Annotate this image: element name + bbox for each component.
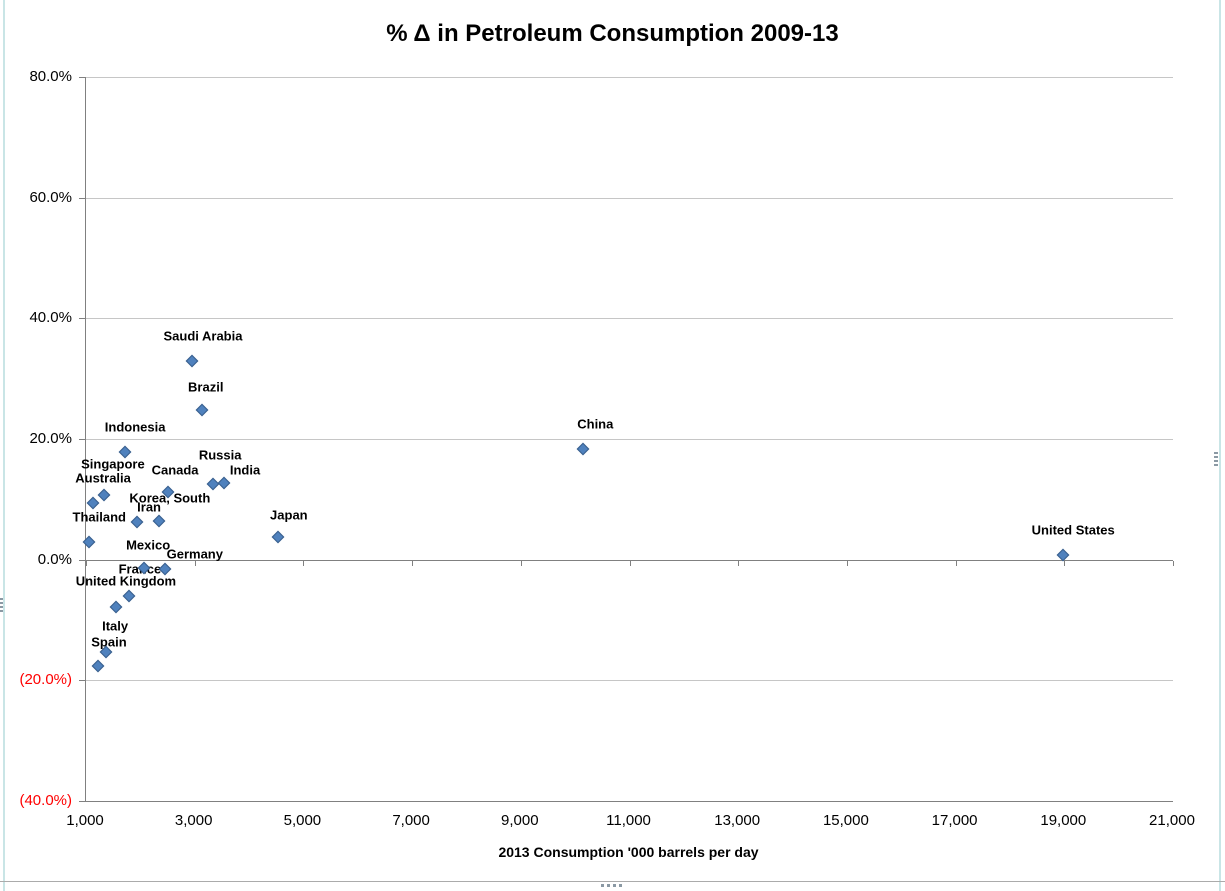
x-tick-label: 19,000 bbox=[1040, 812, 1087, 829]
y-tick-label: (40.0%) bbox=[19, 792, 72, 809]
data-label-canada: Canada bbox=[151, 462, 199, 478]
y-axis-tick bbox=[79, 77, 86, 78]
x-axis-tick bbox=[412, 560, 414, 566]
x-tick-label: 5,000 bbox=[283, 812, 322, 829]
data-point-iran[interactable] bbox=[130, 515, 144, 529]
split-handle-dash bbox=[0, 598, 3, 600]
data-point-china[interactable] bbox=[576, 442, 590, 456]
page-edge-line-right bbox=[1219, 0, 1221, 891]
x-tick-label: 1,000 bbox=[66, 812, 104, 829]
split-handle-dash bbox=[0, 606, 3, 608]
x-axis-line bbox=[86, 559, 1173, 561]
y-axis-tick bbox=[79, 197, 86, 199]
x-axis-tick bbox=[1064, 560, 1066, 566]
sheet-bottom-border bbox=[0, 881, 1225, 882]
data-label-australia: Australia bbox=[75, 470, 131, 486]
data-label-mexico: Mexico bbox=[126, 537, 171, 553]
x-axis-tick bbox=[520, 560, 522, 566]
data-point-saudi-arabia[interactable] bbox=[185, 354, 199, 367]
data-label-russia: Russia bbox=[198, 447, 242, 463]
data-label-brazil: Brazil bbox=[188, 379, 224, 395]
plot-area: Thailand Australia Spain Singapore Italy Unit… bbox=[73, 77, 1174, 802]
x-axis-tick bbox=[738, 560, 740, 566]
split-handle-dash bbox=[0, 602, 3, 604]
chart-title: % Δ in Petroleum Consumption 2009-13 bbox=[386, 20, 839, 47]
data-label-thailand: Thailand bbox=[72, 509, 126, 525]
x-tick-label: 11,000 bbox=[606, 812, 651, 829]
split-handle-dash bbox=[613, 884, 616, 887]
x-axis-tick bbox=[955, 560, 957, 566]
data-label-japan: Japan bbox=[270, 507, 308, 523]
data-point-russia[interactable] bbox=[206, 477, 220, 491]
y-axis-tick bbox=[79, 801, 86, 802]
data-label-korea-south: Korea, South bbox=[129, 490, 211, 506]
data-point-france[interactable] bbox=[122, 589, 136, 603]
x-axis-tick bbox=[194, 560, 196, 566]
data-label-germany: Germany bbox=[166, 546, 223, 562]
x-axis-tick bbox=[846, 560, 848, 566]
y-axis-tick bbox=[79, 680, 86, 682]
data-point-australia[interactable] bbox=[86, 496, 100, 510]
x-tick-label: 9,000 bbox=[501, 812, 539, 829]
y-tick-label: 80.0% bbox=[29, 68, 72, 85]
data-label-china: China bbox=[577, 416, 614, 432]
x-axis-tick bbox=[303, 560, 305, 566]
x-axis-title: 2013 Consumption '000 barrels per day bbox=[498, 844, 759, 860]
y-axis-tick bbox=[79, 559, 86, 561]
data-label-saudi-arabia: Saudi Arabia bbox=[163, 328, 243, 344]
x-tick-label: 7,000 bbox=[392, 812, 430, 829]
y-axis-tick bbox=[79, 318, 86, 320]
data-point-brazil[interactable] bbox=[195, 403, 209, 417]
y-gridline bbox=[86, 197, 1173, 199]
y-gridline bbox=[86, 77, 1173, 78]
x-tick-label: 15,000 bbox=[822, 812, 869, 829]
split-handle-dash bbox=[1214, 460, 1218, 462]
split-handle-dash bbox=[607, 884, 610, 887]
data-label-italy: Italy bbox=[102, 618, 129, 634]
x-tick-label: 17,000 bbox=[931, 812, 978, 829]
data-label-united-states: United States bbox=[1031, 522, 1115, 538]
data-point-spain[interactable] bbox=[91, 659, 105, 673]
x-tick-label: 3,000 bbox=[174, 812, 213, 829]
data-point-united-kingdom[interactable] bbox=[109, 600, 123, 614]
split-handle-dash bbox=[601, 884, 604, 887]
page-edge-line-left bbox=[3, 0, 5, 891]
x-axis-tick bbox=[1173, 560, 1174, 566]
x-axis-tick bbox=[86, 560, 87, 566]
split-handle-dash bbox=[619, 884, 622, 887]
x-tick-label: 21,000 bbox=[1149, 812, 1195, 829]
y-tick-label: 40.0% bbox=[29, 309, 72, 327]
data-label-spain: Spain bbox=[91, 634, 127, 650]
data-label-india: India bbox=[229, 462, 261, 478]
y-tick-label: (20.0%) bbox=[19, 671, 72, 689]
data-point-korea-south[interactable] bbox=[152, 514, 166, 528]
split-handle-dash bbox=[1214, 464, 1218, 466]
data-point-singapore[interactable] bbox=[97, 488, 111, 502]
y-gridline bbox=[86, 439, 1173, 440]
x-tick-label: 13,000 bbox=[714, 812, 761, 829]
split-handle-dash bbox=[1214, 452, 1218, 454]
split-handle-dash bbox=[0, 610, 3, 612]
split-handle-dash bbox=[1214, 456, 1218, 458]
y-gridline bbox=[86, 680, 1173, 682]
data-point-japan[interactable] bbox=[271, 530, 285, 544]
data-label-iran: Iran bbox=[137, 499, 161, 515]
data-point-thailand[interactable] bbox=[82, 535, 96, 549]
y-tick-label: 0.0% bbox=[37, 550, 72, 568]
data-label-singapore: Singapore bbox=[81, 456, 145, 472]
y-tick-label: 60.0% bbox=[29, 188, 72, 206]
data-label-indonesia: Indonesia bbox=[104, 419, 166, 435]
data-label-united-kingdom: United Kingdom bbox=[75, 573, 177, 589]
y-tick-label: 20.0% bbox=[29, 430, 72, 447]
y-gridline bbox=[86, 318, 1173, 320]
x-axis-tick bbox=[629, 560, 631, 566]
y-axis-tick bbox=[79, 439, 86, 440]
data-point-india[interactable] bbox=[217, 476, 231, 490]
